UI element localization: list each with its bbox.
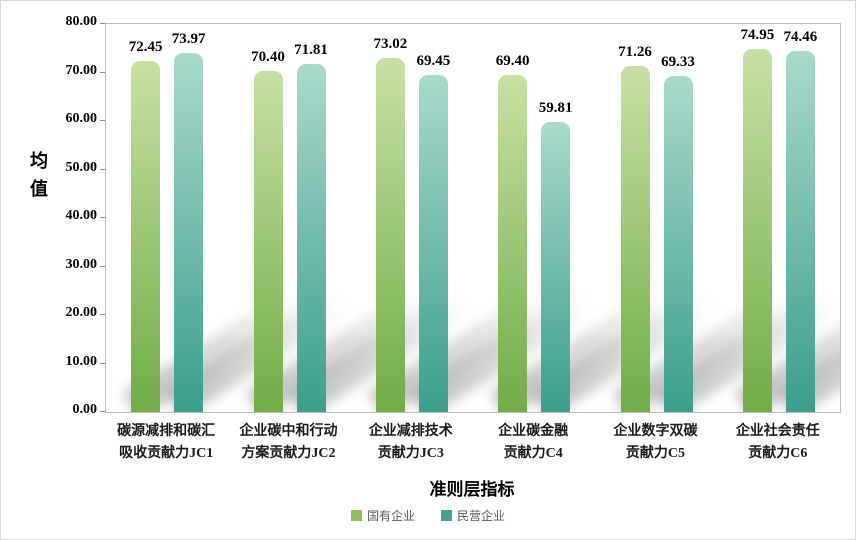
x-category-label: 企业碳金融 贡献力C4 [498,424,569,461]
y-tick-mark [100,71,105,73]
y-axis-title: 均值 [28,151,48,207]
plot-area: 72.45 73.97 70.40 71.81 73.02 69.45 69.40 59.81… [105,23,841,413]
y-tick-label: 70.00 [65,62,98,78]
x-category-label: 企业碳中和行动 方案贡献力JC2 [239,424,338,461]
y-tick-label: 40.00 [65,208,98,223]
bar-series2-cat6 [785,50,815,412]
x-axis-title: 准则层指标 [429,480,515,499]
y-tick-label: 80.00 [65,14,98,29]
value-label: 74.46 [783,28,818,45]
bar-series1-cat5 [620,66,650,412]
bar-series1-cat1 [131,60,161,412]
value-label: 71.26 [618,44,652,61]
legend-swatch-icon [441,510,452,521]
bar-series1-cat6 [742,48,772,412]
y-tick-mark [100,217,105,218]
x-category-label: 企业数字双碳 贡献力C5 [613,424,698,461]
bar-series1-cat2 [253,70,283,412]
y-tick-label: 0.00 [72,402,98,417]
value-label: 69.33 [661,53,695,70]
y-tick-mark [100,265,105,267]
x-category-label: 企业社会责任 贡献力C6 [735,424,820,461]
bar-series2-cat5 [663,75,693,412]
value-label: 59.81 [538,99,573,116]
y-tick-label: 10.00 [65,353,98,369]
y-tick-mark [100,411,105,412]
value-label: 73.02 [373,35,408,52]
value-label: 69.40 [495,53,530,70]
y-tick-mark [100,168,105,170]
bar-series1-cat3 [375,57,405,412]
value-label: 72.45 [128,38,163,55]
legend-label: 民营企业 [457,509,506,523]
legend-swatch-icon [350,510,362,521]
legend-item-1: 国有企业 [350,507,415,524]
y-tick-mark [100,120,105,121]
value-label: 70.40 [251,48,285,65]
bar-series2-cat3 [418,75,448,412]
y-tick-mark [100,362,105,364]
legend-label: 国有企业 [366,509,415,523]
bar-series2-cat4 [541,121,571,412]
bar-series2-cat1 [174,53,204,412]
x-category-label: 企业减排技术 贡献力JC3 [368,424,453,461]
y-tick-label: 20.00 [65,305,98,320]
y-tick-label: 60.00 [65,111,98,126]
x-category-label: 碳源减排和碳汇 吸收贡献力JC1 [117,424,216,461]
y-tick-label: 30.00 [65,256,98,272]
y-tick-mark [100,314,105,315]
legend: 国有企业 民营企业 [1,507,855,524]
value-label: 71.81 [294,41,328,58]
value-label: 73.97 [171,31,206,48]
value-label: 69.45 [416,53,451,70]
bar-series2-cat2 [296,63,326,412]
legend-item-2: 民营企业 [441,507,505,524]
y-tick-mark [100,23,105,24]
y-tick-label: 50.00 [65,159,98,175]
bar-series1-cat4 [498,75,528,412]
value-label: 74.95 [740,26,775,43]
